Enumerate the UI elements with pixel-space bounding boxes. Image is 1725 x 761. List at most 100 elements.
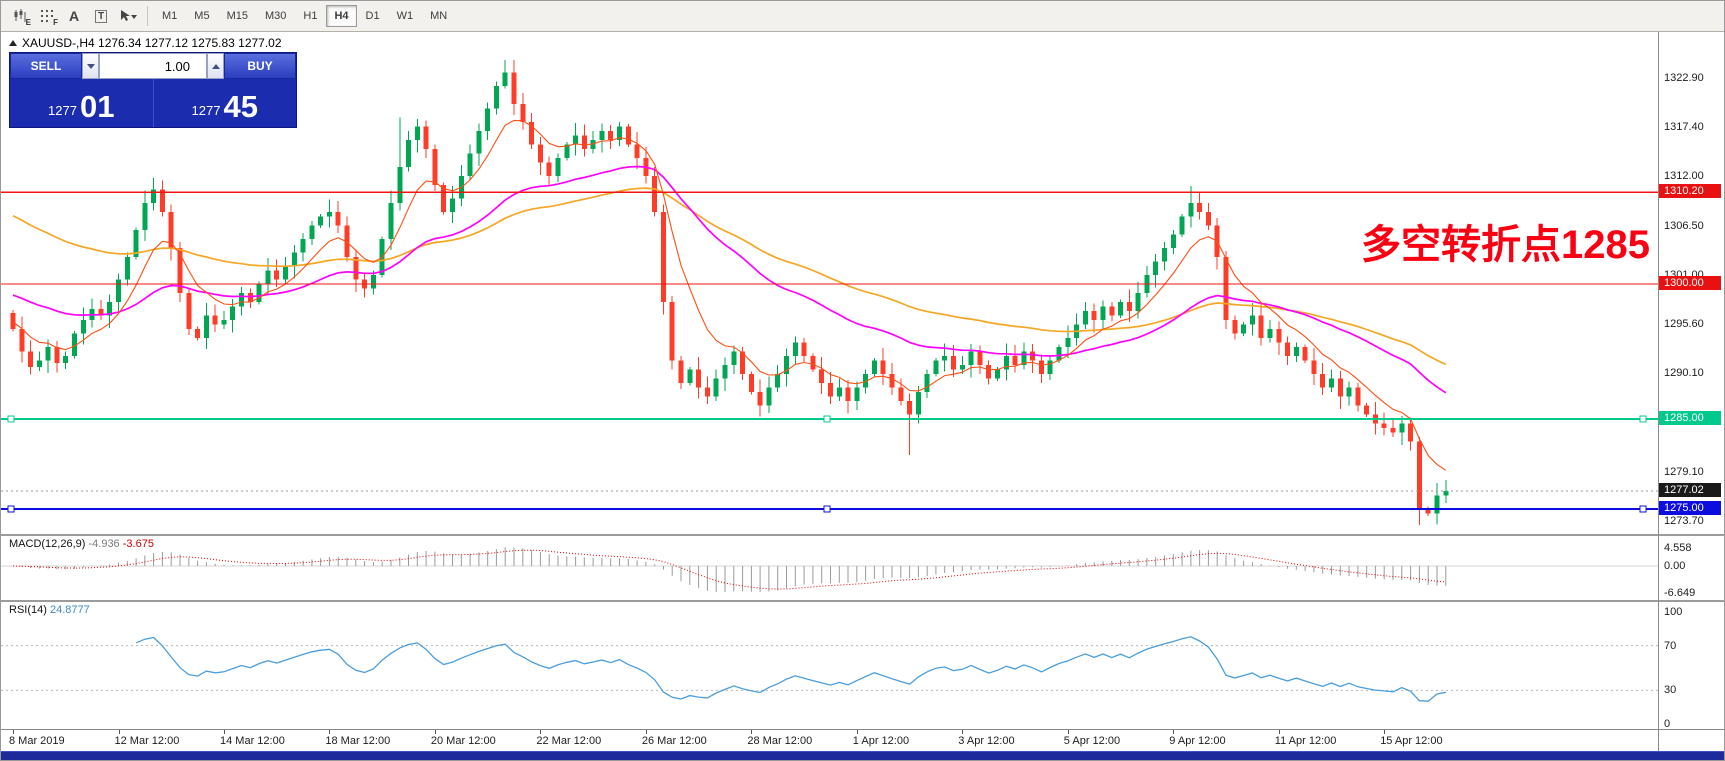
toolbar: E F A T M1 M5 M15 M30 H1 H4 D1 W1 MN [1,1,1724,32]
buy-button[interactable]: BUY [224,53,296,79]
time-tick [962,730,964,734]
volume-input[interactable] [99,53,207,79]
time-label: 12 Mar 12:00 [114,735,180,747]
time-tick [856,730,858,734]
collapse-arrow-icon[interactable] [9,40,17,46]
buy-price-big: 45 [223,89,258,124]
timeframe-m30[interactable]: M30 [257,5,294,27]
time-tick [751,730,753,734]
price-tag: 1275.00 [1659,501,1721,515]
rsi-value: 24.8777 [49,604,90,616]
trade-prices-row: 1277 01 1277 45 [10,79,296,127]
trade-controls-row: SELL BUY [10,53,296,79]
time-label: 5 Apr 12:00 [1063,735,1121,747]
price-axis-label: 1306.50 [1664,219,1704,232]
macd-chart[interactable] [1,536,1658,600]
time-tick [1384,730,1386,734]
timeframe-mn[interactable]: MN [422,5,455,27]
time-tick [434,730,436,734]
rsi-panel: RSI(14) 24.8777 [1,602,1724,729]
grid-icon[interactable]: F [34,4,60,28]
price-axis-label: 1312.00 [1664,170,1704,182]
sell-price-big: 01 [79,89,115,124]
macd-label: MACD(12,26,9) -4.936 -3.675 [9,538,154,550]
icon-sub-letter: E [25,18,31,27]
timeframe-group: M1 M5 M15 M30 H1 H4 D1 W1 MN [154,5,455,27]
time-tick [329,730,331,734]
rsi-axis-label: 0 [1664,718,1671,730]
time-tick [1173,730,1175,734]
price-tag: 1277.02 [1659,482,1721,497]
time-tick [540,730,542,734]
volume-decrease-button[interactable] [82,53,99,79]
timeframe-h1[interactable]: H1 [295,5,325,27]
macd-name: MACD(12,26,9) [9,538,86,550]
rsi-label: RSI(14) 24.8777 [9,604,90,616]
candles-glyph [14,9,26,22]
buy-price-small: 1277 [191,103,221,118]
panel-separator[interactable] [1,534,1724,536]
rsi-chart[interactable] [1,602,1658,729]
timeframe-m15[interactable]: M15 [219,5,256,27]
up-arrow-icon [211,63,220,69]
sell-price-small: 1277 [48,103,77,118]
buy-price[interactable]: 1277 45 [154,79,297,127]
volume-increase-button[interactable] [207,53,224,79]
cursor-dropdown-icon[interactable] [115,4,141,28]
sell-price[interactable]: 1277 01 [10,79,154,127]
timeframe-w1[interactable]: W1 [389,5,422,27]
rsi-axis-label: 100 [1664,606,1683,618]
terminal-strip[interactable] [1,751,1724,760]
time-label: 14 Mar 12:00 [220,735,285,747]
time-label: 22 Mar 12:00 [536,735,602,747]
macd-axis-label: 0.00 [1664,560,1686,572]
symbol-ohlc-text: XAUUSD-,H4 1276.34 1277.12 1275.83 1277.… [22,36,282,50]
rsi-axis-label: 30 [1664,684,1677,697]
price-axis-label: 1322.90 [1664,71,1704,84]
time-tick [1067,730,1069,734]
icon-sub-letter: F [53,18,58,27]
time-tick [13,730,14,734]
rsi-name: RSI(14) [9,604,47,616]
grid-glyph [41,10,53,22]
timeframe-d1[interactable]: D1 [358,5,388,27]
one-click-trading-panel: SELL BUY 1277 01 1277 45 [9,52,297,128]
macd-axis-label: -6.649 [1664,586,1696,599]
time-label: 11 Apr 12:00 [1274,735,1337,747]
symbol-info: XAUUSD-,H4 1276.34 1277.12 1275.83 1277.… [9,36,282,50]
price-axis-label: 1279.10 [1664,466,1704,479]
down-arrow-icon [86,63,95,69]
time-label: 15 Apr 12:00 [1380,735,1443,747]
timeframe-m1[interactable]: M1 [154,5,185,27]
time-label: 9 Apr 12:00 [1169,735,1226,747]
time-tick [645,730,647,734]
price-axis-label: 1290.10 [1664,367,1704,380]
main-chart[interactable] [1,32,1658,534]
panel-separator[interactable] [1,600,1724,602]
time-label: 18 Mar 12:00 [325,735,391,747]
price-tag: 1310.20 [1659,184,1721,199]
price-tag: 1300.00 [1659,276,1721,290]
price-axis-label: 1273.70 [1664,514,1704,527]
time-label: 26 Mar 12:00 [641,735,707,747]
price-tag: 1285.00 [1659,411,1721,425]
time-label: 3 Apr 12:00 [958,735,1015,747]
timeframe-h4[interactable]: H4 [326,5,357,27]
text-a-icon[interactable]: A [61,4,87,28]
sell-button[interactable]: SELL [10,53,82,79]
price-axis-label: 1317.40 [1664,121,1704,134]
toolbar-separator [147,6,148,26]
macd-signal-value: -3.675 [122,538,154,550]
text-box-icon[interactable]: T [88,4,114,28]
time-axis: 8 Mar 2019 12 Mar 12:00 14 Mar 12:00 18 Mar… [1,729,1724,751]
chart-type-icon[interactable]: E [7,4,33,28]
time-label: 28 Mar 12:00 [747,735,813,747]
price-axis-label: 1295.60 [1664,317,1704,330]
annotation-text: 多空转折点1285 [1361,223,1650,267]
macd-main-value: -4.936 [88,538,120,550]
macd-panel: MACD(12,26,9) -4.936 -3.675 [1,536,1724,600]
macd-axis-label: 4.558 [1664,541,1692,554]
rsi-axis-label: 70 [1664,639,1677,652]
time-tick [1278,730,1280,734]
timeframe-m5[interactable]: M5 [186,5,217,27]
